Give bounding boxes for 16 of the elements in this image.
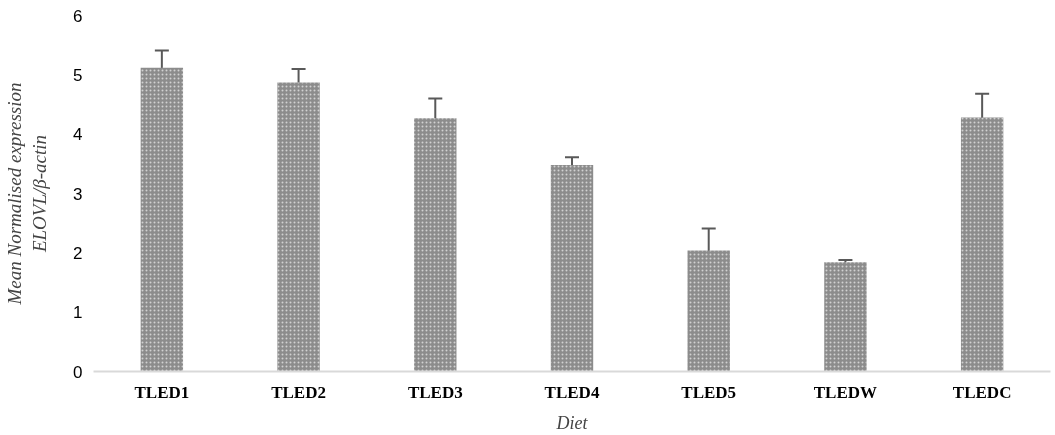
- y-tick-label: 0: [73, 362, 83, 382]
- x-axis-title: Diet: [555, 412, 589, 433]
- x-tick-label: TLED3: [407, 382, 463, 402]
- y-tick-label: 1: [73, 303, 83, 323]
- x-tick-label: TLED2: [271, 382, 326, 402]
- x-tick-label: TLED5: [681, 382, 737, 402]
- y-tick-label: 5: [73, 65, 83, 85]
- x-tick-label: TLEDW: [813, 382, 878, 402]
- x-tick-label: TLEDC: [952, 382, 1012, 402]
- y-axis-title: Mean Normalised expression ELOVL/β-actin: [3, 82, 51, 306]
- x-tick-label: TLED4: [544, 382, 600, 402]
- y-tick-label: 2: [73, 243, 83, 263]
- y-tick-label: 6: [73, 6, 83, 26]
- y-tick-label: 3: [73, 184, 83, 204]
- y-tick-label: 4: [73, 125, 83, 145]
- x-tick-label: TLED1: [134, 382, 190, 402]
